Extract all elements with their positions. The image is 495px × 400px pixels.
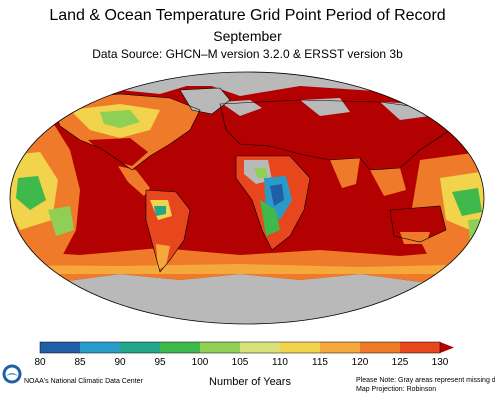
legend-swatch [320,342,360,353]
pacific-west-light [468,218,484,242]
color-legend: 80 85 90 95 100 105 110 115 120 125 130 [34,341,454,368]
legend-swatch [240,342,280,353]
pacific-west-green [452,188,482,216]
legend-tick-label: 110 [272,357,288,368]
legend-tick-label: 95 [154,357,166,368]
central-america [118,166,150,196]
legend-tick-label: 100 [192,357,209,368]
missing-data-note: Please Note: Gray areas represent missin… [356,377,495,384]
coast-africa [235,155,311,251]
legend-swatch [120,342,160,353]
asia-gray-1 [220,100,262,116]
greenland [180,88,230,114]
data-source: Data Source: GHCN–M version 3.2.0 & ERSS… [92,47,403,61]
usa-red [88,138,148,166]
coast-north-america [49,93,201,171]
coast-eurasia [219,99,451,171]
pacific-east-light [48,206,74,236]
legend-tick-label: 85 [74,357,86,368]
globe-outline [9,71,485,325]
legend-tick-label: 130 [432,357,449,368]
legend-tick-label: 125 [392,357,409,368]
world-map [9,71,485,325]
legend-swatch [360,342,400,353]
coast-south-america [145,189,191,273]
africa-blue [270,184,284,206]
se-asia [370,168,406,196]
legend-units: Number of Years [209,376,291,388]
legend-tick-label: 80 [34,357,46,368]
legend-swatch [160,342,200,353]
africa-light [254,168,268,178]
legend-swatch [40,342,80,353]
map-title: Land & Ocean Temperature Grid Point Peri… [49,7,446,24]
south-america-lower [156,244,170,270]
australia-orange [400,232,430,244]
legend-tick-label: 120 [352,357,369,368]
africa-green [260,200,280,236]
arctic-coast [10,72,484,104]
asia-gray-2 [300,98,350,116]
coast-greenland [179,87,231,115]
legend-tick-label: 105 [232,357,249,368]
credit-text: NOAA's National Climatic Data Center [24,378,143,385]
south-america-green [154,206,166,216]
noaa-logo [2,364,22,384]
projection-note: Map Projection: Robinson [356,386,437,393]
legend-swatch [400,342,440,353]
legend-border [39,341,441,354]
legend-tick-label: 115 [312,357,328,368]
footer-note: Please Note: Gray areas represent missin… [356,376,495,394]
legend-tick-label: 90 [114,357,126,368]
legend-swatch [200,342,240,353]
legend-overflow-arrow [440,342,454,353]
coast-australia [389,205,447,243]
legend-swatch [80,342,120,353]
southern-band-2 [10,264,484,274]
north-america-green [100,110,140,128]
pacific-east-green [16,176,46,210]
india [330,158,360,188]
legend-swatch [280,342,320,353]
map-subtitle: September [213,28,282,44]
